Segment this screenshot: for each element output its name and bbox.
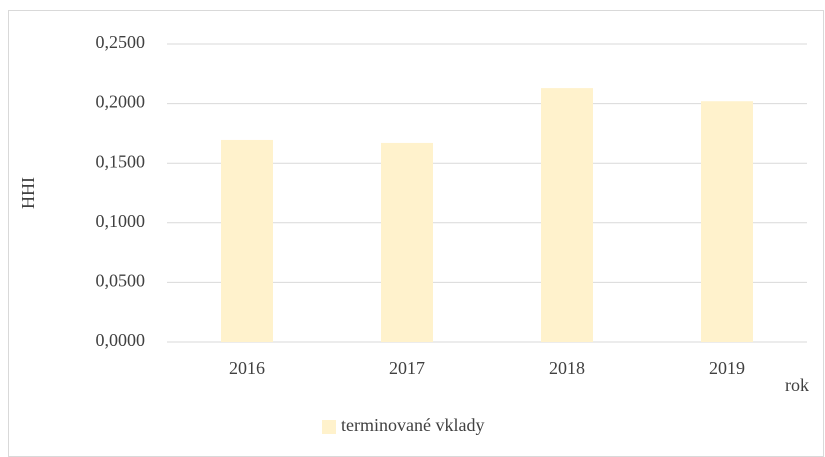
bar: [221, 139, 273, 342]
legend-label: terminované vklady: [341, 415, 484, 435]
y-tick-label: 0,1000: [96, 211, 146, 231]
y-tick-label: 0,2500: [96, 32, 146, 52]
bar: [701, 101, 753, 342]
x-tick-label: 2018: [549, 358, 585, 378]
legend-swatch: [322, 420, 336, 434]
y-tick-label: 0,0500: [96, 271, 146, 291]
y-tick-label: 0,2000: [96, 92, 146, 112]
x-tick-label: 2017: [389, 358, 425, 378]
y-axis-label: HHI: [18, 177, 38, 209]
x-tick-label: 2016: [229, 358, 265, 378]
y-tick-label: 0,0000: [96, 330, 146, 350]
x-axis-label: rok: [785, 375, 809, 395]
bar: [381, 142, 433, 342]
x-tick-label: 2019: [709, 358, 745, 378]
y-tick-label: 0,1500: [96, 151, 146, 171]
bar: [541, 88, 593, 342]
